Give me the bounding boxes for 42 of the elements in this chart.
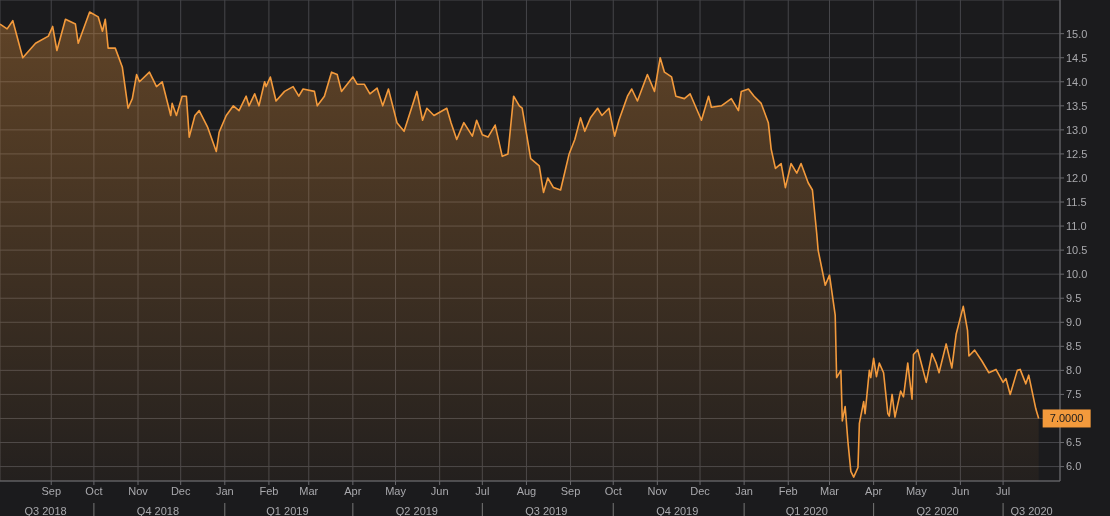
x-tick-label: Nov <box>128 484 149 497</box>
x-tick-label: Sep <box>41 484 62 497</box>
x-tick-label: Jun <box>951 484 970 497</box>
x-tick-label: Dec <box>690 484 711 497</box>
y-tick-label: 8.0 <box>1066 364 1082 377</box>
x-tick-label: Jul <box>475 484 490 497</box>
y-tick-label: 15.0 <box>1066 27 1088 40</box>
x-tick-label: May <box>385 484 407 497</box>
x-tick-label: Jan <box>215 484 234 497</box>
x-tick-label: Jan <box>735 484 754 497</box>
x-tick-label: Apr <box>865 484 883 497</box>
data-label: 7.0000 <box>1049 412 1084 425</box>
y-tick-label: 12.5 <box>1066 147 1088 160</box>
x-tick-label: Jun <box>430 484 449 497</box>
y-tick-label: 11.5 <box>1066 195 1087 208</box>
x-tick-label: May <box>905 484 928 497</box>
y-tick-label: 6.0 <box>1066 460 1082 473</box>
x-tick-label: Mar <box>299 484 319 497</box>
y-tick-label: 10.5 <box>1066 244 1088 257</box>
x-tick-label: Nov <box>647 484 668 497</box>
x-tick-label: Oct <box>85 484 103 497</box>
x-tick-label: Oct <box>604 484 622 497</box>
y-tick-label: 10.0 <box>1066 268 1088 281</box>
y-tick-label: 9.5 <box>1066 292 1082 305</box>
x-tick-label: Feb <box>778 484 798 497</box>
y-tick-label: 8.5 <box>1066 340 1082 353</box>
y-tick-label: 7.5 <box>1066 388 1082 401</box>
x-tick-label: Jul <box>996 484 1011 497</box>
y-tick-label: 13.0 <box>1066 123 1088 136</box>
x-tick-label: Apr <box>344 484 362 497</box>
x-tick-label: Aug <box>516 484 537 497</box>
y-tick-label: 11.0 <box>1066 219 1087 232</box>
y-tick-label: 9.0 <box>1066 316 1082 329</box>
x-tick-label: Feb <box>259 484 279 497</box>
y-tick-label: 12.0 <box>1066 171 1088 184</box>
x-tick-label: Sep <box>560 484 581 497</box>
x-tick-label: Dec <box>170 484 191 497</box>
y-tick-label: 13.5 <box>1066 99 1088 112</box>
x-tick-label: Mar <box>820 484 840 497</box>
y-tick-label: 6.5 <box>1066 436 1082 449</box>
y-tick-label: 14.0 <box>1066 75 1088 88</box>
y-tick-label: 14.5 <box>1066 51 1088 64</box>
